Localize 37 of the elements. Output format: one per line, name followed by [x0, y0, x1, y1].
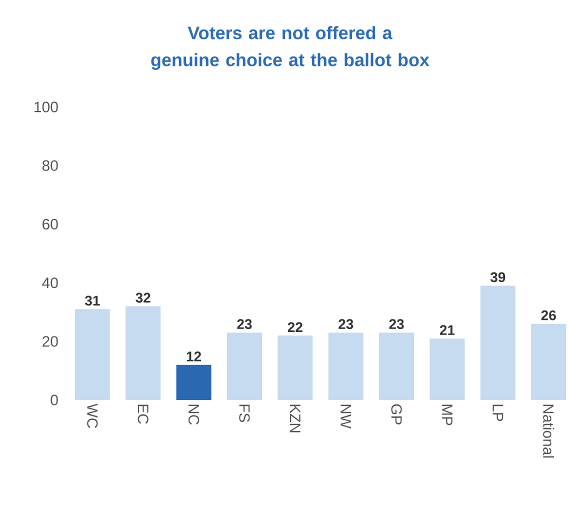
bar: [531, 324, 566, 400]
x-tick-label: KZN: [290, 404, 300, 432]
data-label: 23: [237, 319, 252, 330]
bar: [480, 286, 516, 400]
y-tick-label: 100: [34, 102, 58, 112]
bar: [226, 332, 262, 400]
y-tick-label: 60: [42, 218, 58, 230]
x-tick-label: FS: [239, 404, 250, 422]
data-label: 26: [541, 310, 556, 320]
x-tick-label: MP: [442, 404, 452, 426]
x-tick-label: National: [543, 404, 554, 458]
x-tick-label: GP: [391, 404, 402, 424]
y-tick-label: 0: [50, 394, 58, 406]
data-label: 31: [84, 296, 100, 306]
data-label: 39: [490, 272, 506, 282]
data-label: 21: [440, 325, 455, 335]
chart-title: Voters are not offered a genuine choice at the ballot box: [151, 26, 430, 70]
x-tick-label: WC: [87, 404, 98, 428]
bar: [278, 336, 313, 400]
x-tick-label: LP: [492, 404, 504, 422]
bar: [176, 364, 212, 400]
y-tick-label: 40: [42, 277, 58, 288]
bar: [430, 338, 465, 400]
x-tick-label: NC: [188, 404, 200, 425]
x-tick-label: EC: [138, 404, 148, 424]
data-label: 23: [389, 319, 404, 330]
bar: [379, 332, 414, 400]
data-label: 12: [186, 352, 202, 362]
bar: [126, 306, 161, 400]
data-label: 22: [288, 322, 302, 332]
data-label: 32: [136, 292, 150, 303]
x-tick-label: NW: [340, 404, 352, 428]
data-label: 23: [338, 319, 354, 330]
y-tick-label: 20: [42, 336, 58, 347]
bar: [74, 309, 110, 400]
bar: [328, 332, 364, 400]
y-tick-label: 80: [42, 160, 58, 171]
